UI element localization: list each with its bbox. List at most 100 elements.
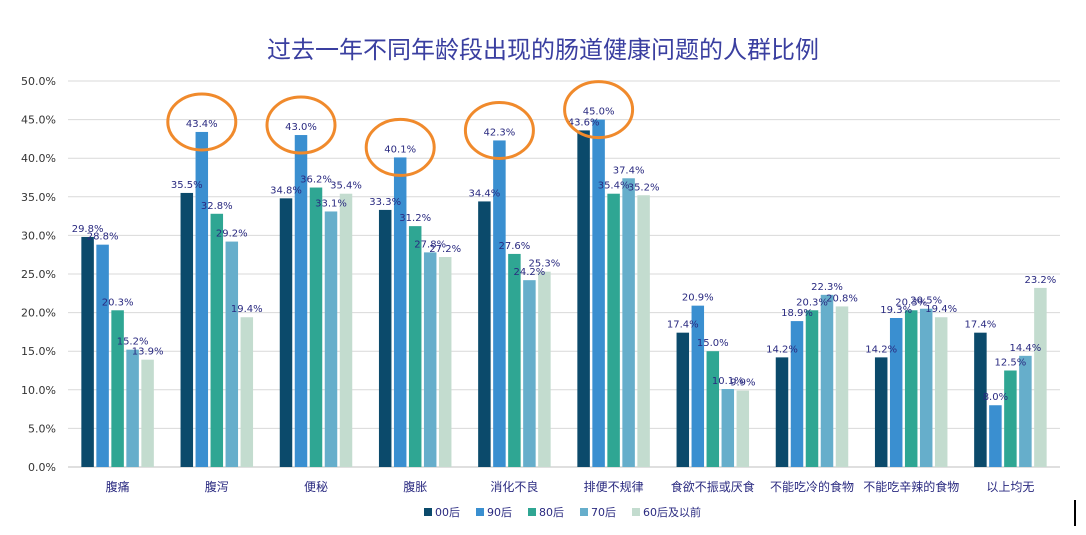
bar <box>508 253 521 467</box>
x-tick-label: 腹痛 <box>106 479 130 494</box>
data-label: 36.2% <box>300 175 332 186</box>
y-tick-label: 20.0% <box>21 307 56 320</box>
data-label: 18.9% <box>781 308 813 319</box>
bar <box>438 257 452 467</box>
bar <box>805 310 819 467</box>
data-label: 20.3% <box>895 297 927 308</box>
data-label: 14.2% <box>766 344 798 355</box>
bar <box>1019 355 1032 467</box>
highlight-circle <box>563 80 635 140</box>
bar <box>706 351 720 467</box>
legend-label: 80后 <box>539 506 564 519</box>
data-label: 43.4% <box>186 119 218 130</box>
bar <box>111 310 124 467</box>
bar <box>423 252 437 467</box>
data-label: 27.2% <box>429 244 461 255</box>
bar <box>126 349 139 467</box>
x-tick-label: 以上均无 <box>986 480 1034 494</box>
data-label: 20.8% <box>826 293 858 304</box>
bar <box>1034 287 1047 467</box>
data-label: 19.4% <box>925 304 957 315</box>
bar <box>607 193 620 467</box>
data-label: 19.3% <box>880 305 912 316</box>
bar <box>294 135 308 468</box>
bar <box>1004 370 1017 467</box>
x-tick-label: 腹胀 <box>403 480 427 494</box>
data-label: 15.2% <box>117 337 149 348</box>
y-tick-label: 40.0% <box>21 152 56 165</box>
bar <box>393 157 407 468</box>
bar <box>240 317 254 467</box>
bar <box>408 226 422 467</box>
data-label: 43.0% <box>285 122 317 133</box>
x-tick-label: 消化不良 <box>490 479 538 494</box>
bar <box>889 318 903 467</box>
data-label: 28.8% <box>87 232 119 243</box>
bar <box>523 280 536 467</box>
data-label: 31.2% <box>399 213 431 224</box>
bar <box>195 131 209 467</box>
bar <box>637 195 650 468</box>
bar <box>577 130 590 467</box>
bar <box>904 310 918 467</box>
bar <box>989 405 1002 467</box>
highlight-circle <box>463 100 535 160</box>
bar <box>874 357 888 467</box>
bar <box>934 317 948 467</box>
bar <box>339 193 353 467</box>
legend-label: 70后 <box>591 506 616 519</box>
y-tick-label: 50.0% <box>21 75 56 88</box>
bar <box>676 332 690 467</box>
bar <box>324 211 338 467</box>
bar <box>691 305 705 467</box>
data-label: 22.3% <box>811 282 843 293</box>
legend-swatch <box>476 508 484 516</box>
bar <box>493 140 506 467</box>
bar <box>180 192 194 467</box>
legend-swatch <box>632 508 640 516</box>
data-label: 20.9% <box>682 293 714 304</box>
data-label: 42.3% <box>484 127 516 138</box>
bar <box>279 198 293 467</box>
bar <box>210 213 224 467</box>
bar <box>538 271 551 467</box>
y-tick-label: 15.0% <box>21 345 56 358</box>
chart-title: 过去一年不同年龄段出现的肠道健康问题的人群比例 <box>267 36 819 64</box>
y-tick-label: 5.0% <box>28 422 56 435</box>
data-label: 27.6% <box>499 241 531 252</box>
data-label: 9.9% <box>730 378 755 389</box>
data-label: 35.4% <box>598 181 630 192</box>
data-label: 8.0% <box>983 392 1008 403</box>
bar <box>478 201 491 467</box>
bar <box>835 306 849 467</box>
data-label: 32.8% <box>201 201 233 212</box>
data-label: 34.8% <box>270 185 302 196</box>
data-label: 17.4% <box>965 320 997 331</box>
bar <box>775 357 789 467</box>
bar <box>622 178 635 467</box>
bar <box>378 209 392 467</box>
data-label: 40.1% <box>384 144 416 155</box>
highlight-circle <box>265 95 337 155</box>
data-label: 24.2% <box>514 267 546 278</box>
bar <box>919 308 933 467</box>
legend-label: 00后 <box>435 506 460 519</box>
legend-swatch <box>528 508 536 516</box>
data-label: 33.1% <box>315 198 347 209</box>
bar <box>81 236 94 467</box>
data-label: 23.2% <box>1025 275 1057 286</box>
data-label: 20.3% <box>796 297 828 308</box>
x-tick-label: 腹泻 <box>205 480 229 494</box>
bar <box>721 389 735 467</box>
bar <box>974 332 987 467</box>
bar <box>309 187 323 467</box>
data-label: 14.2% <box>865 344 897 355</box>
highlight-circle <box>364 117 436 177</box>
bar <box>592 119 605 467</box>
bar <box>225 241 239 467</box>
legend-label: 90后 <box>487 506 512 519</box>
data-label: 20.5% <box>910 296 942 307</box>
data-label: 17.4% <box>667 320 699 331</box>
data-label: 19.4% <box>231 304 263 315</box>
